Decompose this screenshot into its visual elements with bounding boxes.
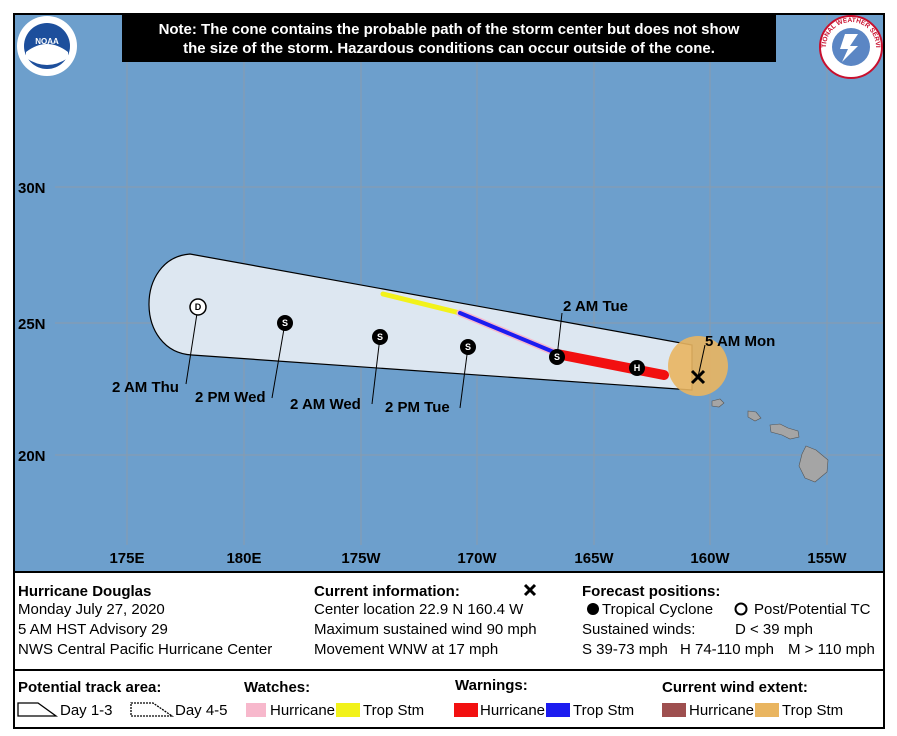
lon-label: 160W bbox=[690, 550, 730, 567]
note-line: Note: The cone contains the probable pat… bbox=[159, 21, 740, 38]
legend-title: Warnings: bbox=[455, 677, 528, 694]
forecast-point bbox=[372, 329, 388, 345]
hurricane-warning bbox=[552, 349, 669, 380]
storm-advisory: 5 AM HST Advisory 29 bbox=[18, 621, 168, 638]
logo-text: NOAA bbox=[35, 37, 59, 46]
tc-icon bbox=[587, 603, 599, 615]
legend-text: Tropical Cyclone bbox=[602, 601, 713, 618]
island bbox=[747, 410, 762, 422]
swatch bbox=[662, 703, 686, 717]
current-icon bbox=[523, 583, 537, 597]
legend-text: Trop Stm bbox=[363, 702, 424, 719]
swatch bbox=[546, 703, 570, 717]
legend-text: Hurricane bbox=[270, 702, 335, 719]
island bbox=[769, 423, 800, 440]
point-label: 2 PM Tue bbox=[385, 399, 450, 416]
note-box bbox=[122, 14, 776, 62]
leader-line bbox=[271, 322, 286, 399]
point-label: 5 AM Mon bbox=[705, 333, 775, 350]
legend-text: Hurricane bbox=[689, 702, 754, 719]
point-letter: S bbox=[465, 342, 471, 352]
legend-text: Trop Stm bbox=[782, 702, 843, 719]
leader-line bbox=[371, 336, 381, 405]
lat-label: 30N bbox=[18, 180, 46, 197]
legend-text: Trop Stm bbox=[573, 702, 634, 719]
point-label: 2 PM Wed bbox=[195, 389, 266, 406]
forecast-point bbox=[460, 339, 476, 355]
forecast-point bbox=[189, 298, 207, 316]
forecast-point bbox=[549, 349, 565, 365]
forecast-title: Forecast positions: bbox=[582, 583, 720, 600]
current-info-title: Current information: bbox=[314, 583, 460, 600]
swatch bbox=[755, 703, 779, 717]
point-label: 2 AM Tue bbox=[563, 298, 628, 315]
day45-icon bbox=[130, 702, 175, 717]
point-letter: S bbox=[377, 332, 383, 342]
legend-title: Current wind extent: bbox=[662, 679, 808, 696]
storm-date: Monday July 27, 2020 bbox=[18, 601, 165, 618]
swatch bbox=[246, 703, 266, 717]
storm-center: NWS Central Pacific Hurricane Center bbox=[18, 641, 272, 658]
point-letter: S bbox=[282, 318, 288, 328]
point-letter: D bbox=[195, 302, 202, 312]
trop-storm-wind-extent bbox=[668, 336, 728, 396]
point-letter: H bbox=[634, 363, 641, 373]
current-info-line: Maximum sustained wind 90 mph bbox=[314, 621, 537, 638]
legend-text: H 74-110 mph bbox=[680, 641, 774, 658]
current-info-line: Movement WNW at 17 mph bbox=[314, 641, 498, 658]
legend-text: Day 4-5 bbox=[175, 702, 228, 719]
legend-text: Day 1-3 bbox=[60, 702, 113, 719]
point-label: 2 AM Thu bbox=[112, 379, 179, 396]
hawaii-islands bbox=[711, 398, 829, 483]
leader-line bbox=[697, 344, 706, 378]
legend-text: Hurricane bbox=[480, 702, 545, 719]
current-position bbox=[690, 369, 706, 385]
logo-bolt bbox=[840, 34, 858, 62]
legend-text: M > 110 mph bbox=[788, 641, 875, 658]
swatch bbox=[336, 703, 360, 717]
leader-line bbox=[185, 306, 199, 385]
lat-label: 25N bbox=[18, 316, 46, 333]
trop-storm-warning bbox=[458, 311, 558, 355]
lon-label: 175W bbox=[341, 550, 381, 567]
swatch bbox=[454, 703, 478, 717]
point-label: 2 AM Wed bbox=[290, 396, 361, 413]
outer-border bbox=[13, 13, 885, 729]
storm-name: Hurricane Douglas bbox=[18, 583, 151, 600]
legend-title: Watches: bbox=[244, 679, 310, 696]
lon-label: 175E bbox=[109, 550, 144, 567]
trop-storm-watch bbox=[380, 291, 463, 316]
island bbox=[798, 445, 829, 483]
legend-text: D < 39 mph bbox=[735, 621, 813, 638]
logo-wave bbox=[26, 44, 68, 65]
legend-text: S 39-73 mph bbox=[582, 641, 668, 658]
ocean bbox=[14, 14, 884, 572]
point-letter: S bbox=[554, 352, 560, 362]
legend-text: Post/Potential TC bbox=[754, 601, 871, 618]
lat-label: 20N bbox=[18, 448, 46, 465]
forecast-point bbox=[277, 315, 293, 331]
note-line: the size of the storm. Hazardous conditi… bbox=[183, 40, 715, 57]
lon-label: 155W bbox=[807, 550, 847, 567]
x-stroke bbox=[690, 369, 706, 385]
current-info-line: Center location 22.9 N 160.4 W bbox=[314, 601, 524, 618]
lon-label: 170W bbox=[457, 550, 497, 567]
x-stroke bbox=[523, 583, 537, 597]
noaa-logo: NOAA bbox=[17, 16, 77, 76]
legend-title: Potential track area: bbox=[18, 679, 161, 696]
island bbox=[711, 398, 725, 408]
forecast-point bbox=[629, 360, 645, 376]
leader-line bbox=[459, 346, 469, 409]
lon-label: 180E bbox=[226, 550, 261, 567]
lon-label: 165W bbox=[574, 550, 614, 567]
day13-icon bbox=[17, 702, 59, 717]
legend-text: Sustained winds: bbox=[582, 621, 695, 638]
post-tc-icon bbox=[734, 602, 748, 616]
